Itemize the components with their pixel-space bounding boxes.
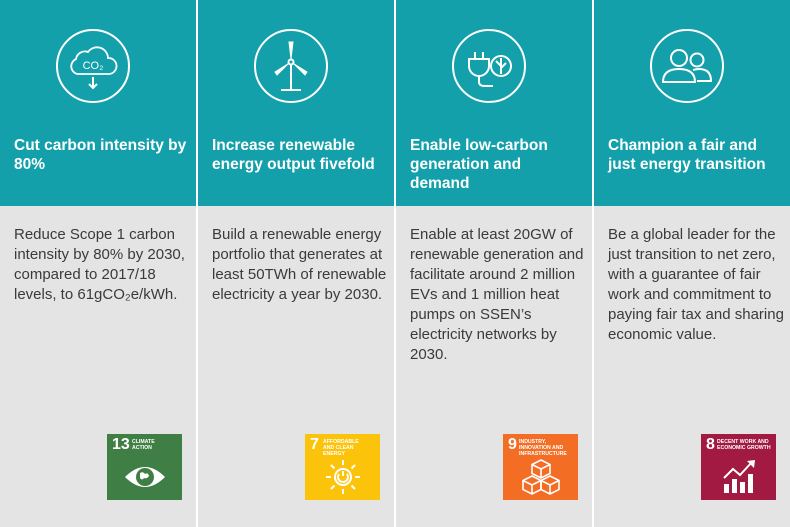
goal-header: Champion a fair and just energy transiti…: [594, 0, 790, 206]
sdg-9-badge: 9 INDUSTRY, INNOVATION AND INFRASTRUCTUR…: [503, 434, 578, 500]
plug-leaf-icon: [451, 28, 527, 104]
goal-title: Cut carbon intensity by 80%: [14, 137, 187, 173]
goal-header: Increase renewable energy output fivefol…: [198, 0, 394, 206]
sdg-number: 8: [706, 436, 715, 453]
goal-card-low-carbon: Enable low-carbon generation and demand …: [396, 0, 592, 527]
goal-body: Be a global leader for the just transiti…: [594, 206, 790, 527]
eye-globe-icon: [125, 467, 165, 487]
goal-description: Enable at least 20GW of renewable genera…: [410, 226, 584, 363]
growth-chart-icon: [723, 460, 755, 493]
goal-card-renewable: Increase renewable energy output fivefol…: [198, 0, 394, 527]
goal-header: Enable low-carbon generation and demand: [396, 0, 592, 206]
sun-power-icon: [326, 460, 360, 494]
goal-description: Reduce Scope 1 carbon intensity by 80% b…: [14, 226, 185, 303]
sdg-label: DECENT WORK AND ECONOMIC GROWTH: [717, 439, 771, 451]
people-icon: [649, 28, 725, 104]
goal-description: Be a global leader for the just transiti…: [608, 226, 784, 343]
goal-body: Enable at least 20GW of renewable genera…: [396, 206, 592, 527]
co2-cloud-icon: CO₂: [55, 28, 131, 104]
goal-title: Champion a fair and just energy transiti…: [608, 137, 766, 173]
goal-description: Build a renewable energy portfolio that …: [212, 226, 387, 303]
goal-title: Increase renewable energy output fivefol…: [212, 137, 375, 173]
wind-turbine-icon: [253, 28, 329, 104]
sdg-13-badge: 13 CLIMATE ACTION: [107, 434, 182, 500]
sdg-8-badge: 8 DECENT WORK AND ECONOMIC GROWTH: [701, 434, 776, 500]
sdg-number: 13: [112, 436, 130, 453]
sdg-number: 7: [310, 436, 319, 453]
sdg-label: CLIMATE ACTION: [132, 439, 155, 451]
cubes-icon: [522, 459, 560, 495]
goal-card-just-transition: Champion a fair and just energy transiti…: [594, 0, 790, 527]
svg-text:CO₂: CO₂: [83, 60, 104, 72]
sdg-number: 9: [508, 436, 517, 453]
goal-body: Build a renewable energy portfolio that …: [198, 206, 394, 527]
sdg-label: AFFORDABLE AND CLEAN ENERGY: [323, 439, 359, 457]
goal-card-carbon: CO₂ Cut carbon intensity by 80% Reduce S…: [0, 0, 196, 527]
sdg-label: INDUSTRY, INNOVATION AND INFRASTRUCTURE: [519, 439, 567, 457]
goal-title: Enable low-carbon generation and demand: [410, 137, 548, 192]
goal-body: Reduce Scope 1 carbon intensity by 80% b…: [0, 206, 196, 527]
sdg-7-badge: 7 AFFORDABLE AND CLEAN ENERGY: [305, 434, 380, 500]
goal-header: CO₂ Cut carbon intensity by 80%: [0, 0, 196, 206]
